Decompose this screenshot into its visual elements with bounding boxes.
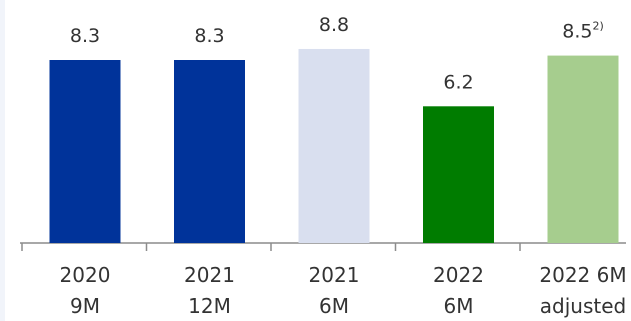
- category-label: 6M: [319, 294, 349, 318]
- category-labels-group: 2020 9M 2021 12M 2021 6M 2022 6M 2022 6M adjusted: [60, 263, 627, 318]
- value-labels-group: 8.3 8.3 8.8 6.2 8.52): [70, 14, 604, 93]
- value-label: 6.2: [443, 71, 473, 93]
- bar: [547, 55, 619, 243]
- bar: [174, 60, 245, 243]
- category-label: 6M: [444, 294, 474, 318]
- bar: [298, 48, 370, 243]
- x-axis-ticks: [21, 243, 521, 251]
- bar: [423, 106, 494, 243]
- value-label: 8.52): [562, 20, 604, 43]
- category-label: 9M: [70, 294, 100, 318]
- value-label: 8.3: [70, 25, 100, 47]
- value-label: 8.8: [319, 14, 349, 36]
- category-label: 2022: [433, 263, 484, 287]
- category-label: 2021: [184, 263, 235, 287]
- category-label: 2022 6M: [539, 263, 626, 287]
- value-label: 8.3: [194, 25, 224, 47]
- bar: [49, 60, 121, 243]
- category-label: adjusted: [540, 294, 626, 318]
- category-label: 2020: [60, 263, 111, 287]
- category-label: 2021: [309, 263, 360, 287]
- bars-group: [49, 48, 619, 243]
- left-background-strip: [0, 0, 5, 321]
- category-label: 12M: [188, 294, 231, 318]
- footnote-marker: 2): [592, 20, 603, 33]
